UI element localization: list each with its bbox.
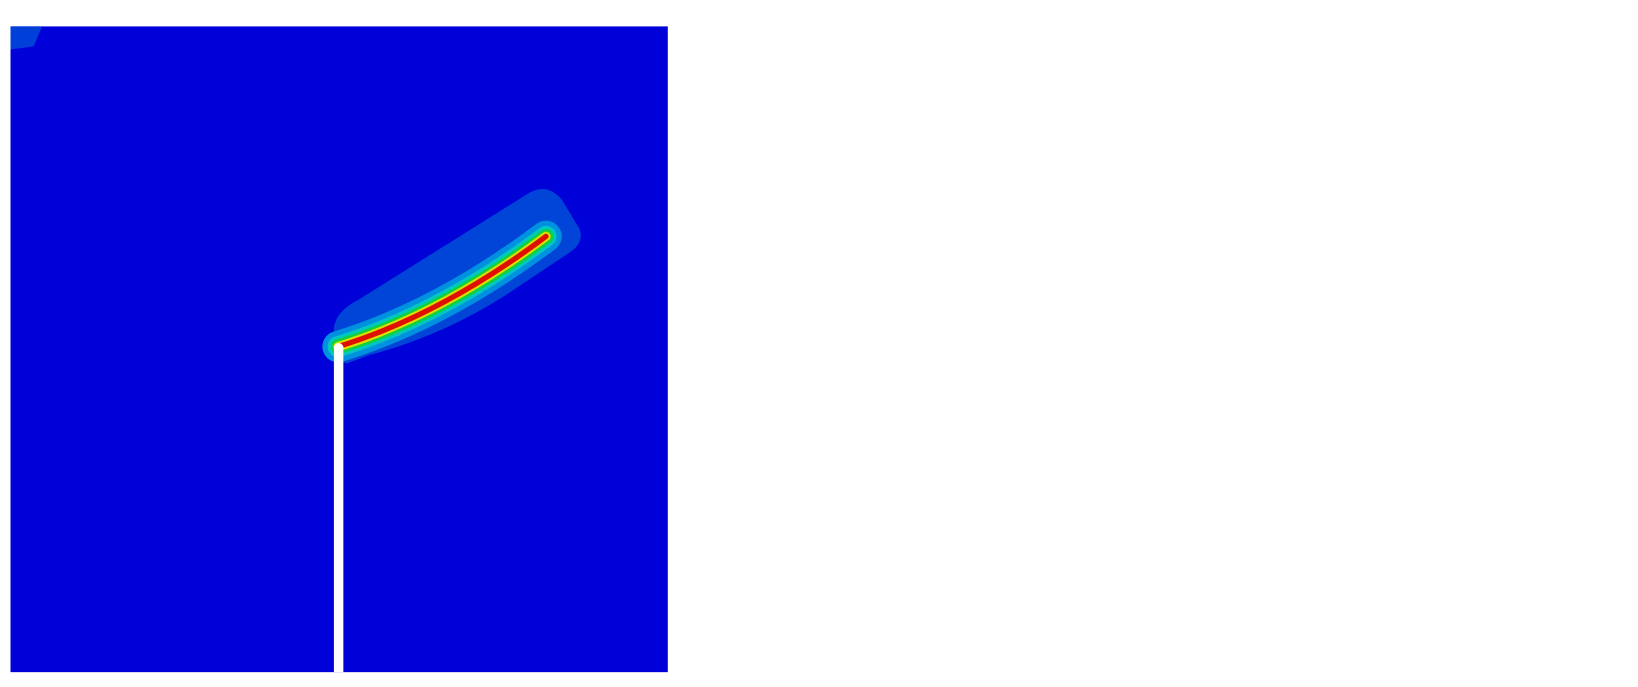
- corner-contour: [10, 26, 42, 50]
- crack: [335, 233, 549, 350]
- notch-tip: [333, 342, 344, 353]
- notch: [333, 346, 344, 673]
